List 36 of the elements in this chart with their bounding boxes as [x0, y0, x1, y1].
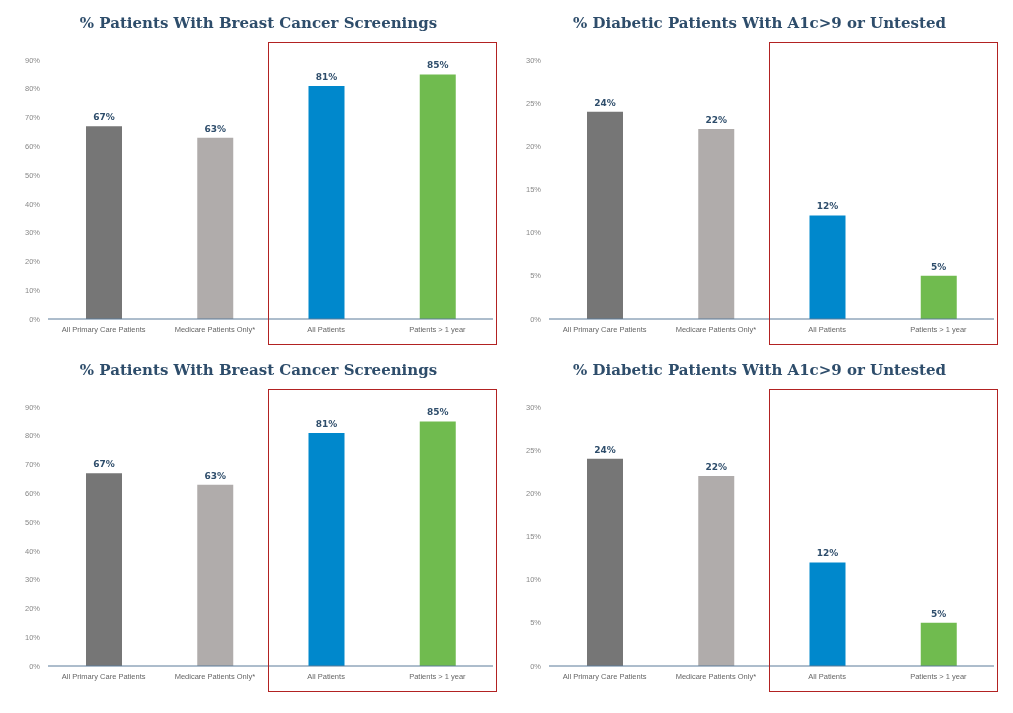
- data-label: 22%: [705, 462, 728, 473]
- bar: [920, 275, 957, 319]
- bar: [86, 126, 122, 319]
- bar: [698, 129, 735, 319]
- data-label: 85%: [426, 407, 449, 418]
- data-label: 24%: [594, 97, 616, 108]
- data-label: 63%: [204, 123, 227, 134]
- data-label: 5%: [931, 261, 947, 272]
- chart-title: % Diabetic Patients With A1c>9 or Untested: [572, 360, 947, 381]
- data-label: 5%: [931, 608, 947, 619]
- data-label: 67%: [93, 112, 115, 123]
- bar: [419, 421, 456, 666]
- bar: [419, 74, 456, 319]
- chart-title: % Patients With Breast Cancer Screenings: [78, 13, 439, 34]
- data-label: 24%: [594, 444, 616, 455]
- bar: [809, 215, 846, 319]
- data-label: 85%: [426, 60, 449, 71]
- bar: [587, 111, 623, 319]
- data-label: 12%: [816, 201, 839, 212]
- data-label: 81%: [315, 418, 338, 429]
- data-label: 67%: [93, 459, 115, 470]
- bar: [197, 484, 234, 666]
- bar: [197, 137, 234, 319]
- chart-title: % Patients With Breast Cancer Screenings: [78, 360, 439, 381]
- bar: [308, 432, 345, 666]
- data-label: 22%: [705, 115, 728, 126]
- data-label: 12%: [816, 548, 839, 559]
- bar: [809, 562, 846, 666]
- bar: [698, 476, 735, 666]
- data-label: 63%: [204, 470, 227, 481]
- data-label: 81%: [315, 71, 338, 82]
- bar: [308, 85, 345, 319]
- bar: [587, 458, 623, 666]
- bar: [86, 473, 122, 666]
- chart-title: % Diabetic Patients With A1c>9 or Untested: [572, 13, 947, 34]
- bar: [920, 622, 957, 666]
